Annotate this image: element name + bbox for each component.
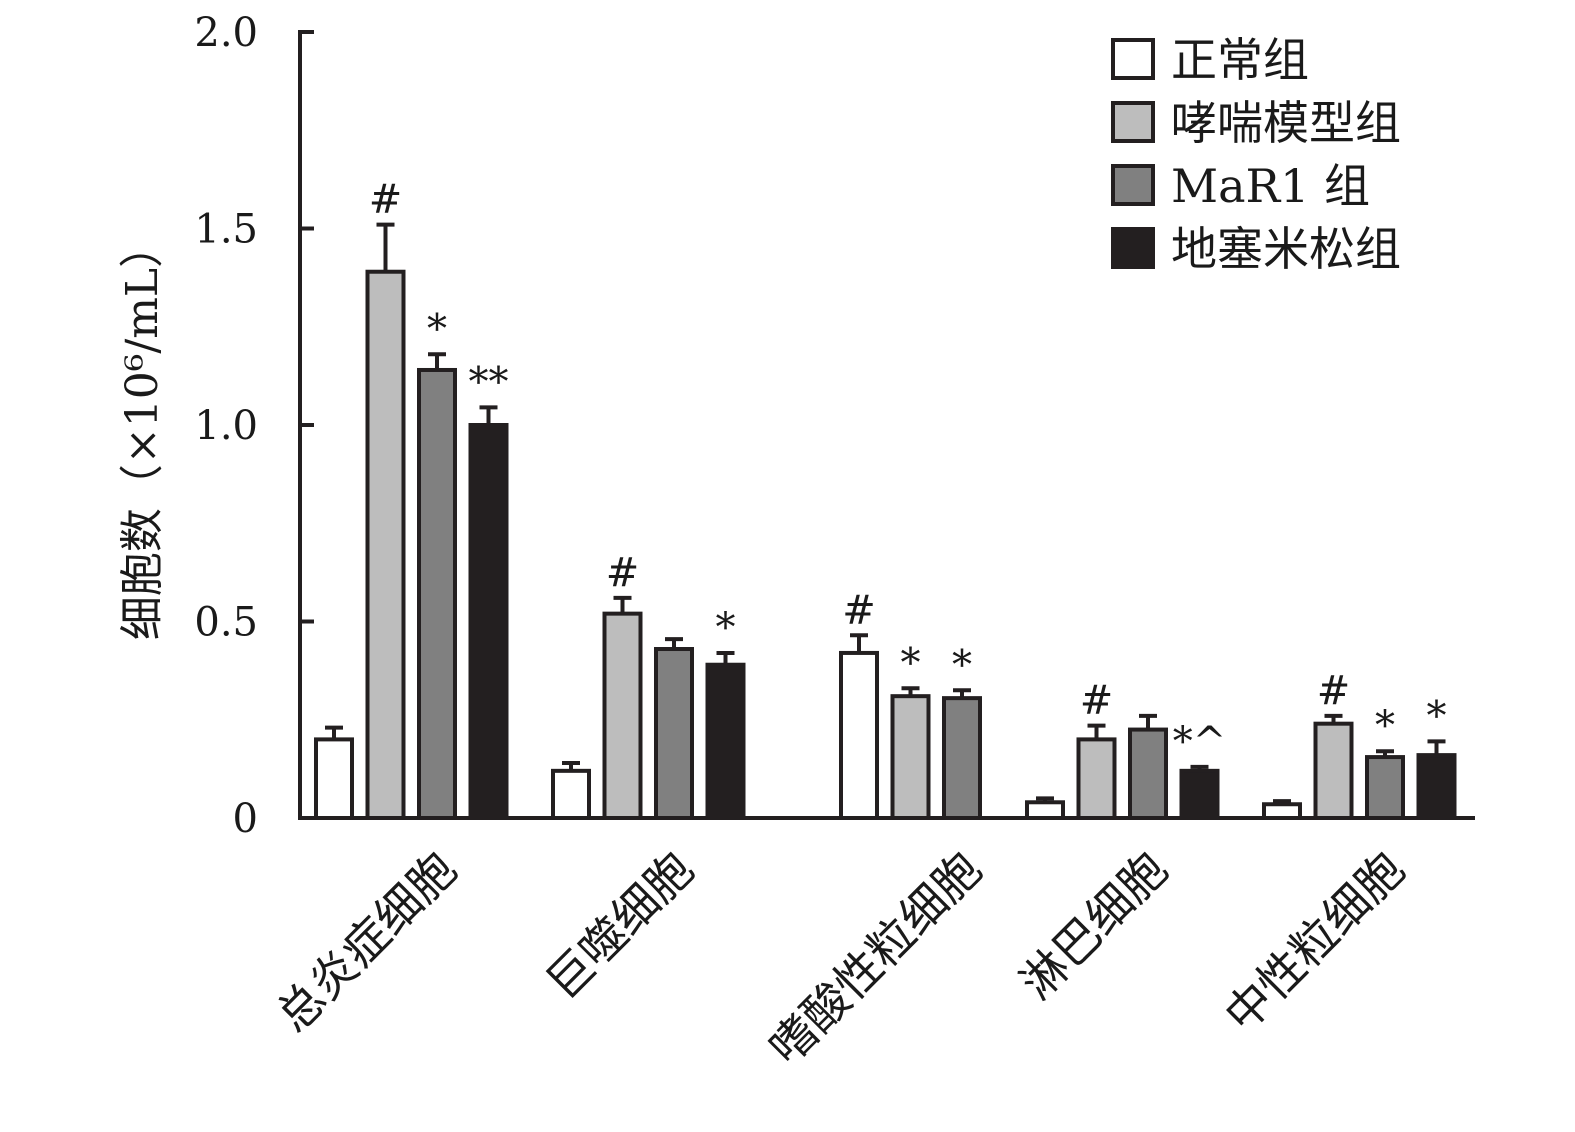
significance-label: #: [1317, 668, 1351, 714]
significance-label: #: [842, 587, 876, 633]
significance-label: *: [1375, 703, 1395, 749]
bar: [1365, 755, 1405, 821]
bar: [705, 662, 746, 820]
x-tick-label: 总炎症细胞: [266, 842, 467, 1043]
y-tick-label: 2.0: [194, 10, 258, 56]
bar: [1128, 727, 1168, 821]
bar: [1313, 721, 1354, 820]
x-tick-labels: 总炎症细胞 巨噬细胞 嗜酸性粒细胞 淋巴细胞 中性粒细胞: [266, 842, 1415, 1075]
bar: [1262, 802, 1302, 820]
legend-label: 地塞米松组: [1171, 222, 1401, 276]
significance-label: #: [606, 550, 640, 596]
annotations: #***#* #* *#*^#* *: [369, 177, 1447, 765]
bar: [654, 647, 694, 821]
legend-swatch: [1111, 227, 1155, 269]
bar: [942, 696, 982, 821]
significance-label: *: [952, 642, 972, 688]
y-tick-label: 1.0: [194, 403, 258, 449]
bar: [1179, 768, 1220, 821]
significance-label: **: [469, 359, 509, 405]
bar: [1025, 800, 1065, 821]
x-tick-label: 嗜酸性粒细胞: [758, 842, 991, 1075]
x-tick-label: 巨噬细胞: [535, 842, 703, 1010]
significance-label: *: [901, 640, 921, 686]
bar: [602, 611, 643, 821]
significance-label: *^: [1173, 719, 1227, 765]
significance-label: #: [1080, 678, 1114, 724]
bar: [468, 423, 509, 820]
x-tick-label: 中性粒细胞: [1214, 842, 1415, 1043]
bar: [551, 768, 591, 821]
legend-swatch: [1111, 38, 1155, 80]
y-axis-label: 细胞数（×10⁶/mL）: [117, 224, 168, 640]
bar: [314, 737, 354, 821]
legend-swatch: [1111, 164, 1155, 206]
bar: [417, 367, 457, 820]
bar: [1076, 737, 1117, 821]
bars: [314, 222, 1457, 821]
bar: [1416, 753, 1457, 820]
legend-label: MaR1 组: [1171, 159, 1370, 213]
y-tick-label: 0.5: [194, 600, 258, 646]
legend-label: 正常组: [1171, 33, 1309, 87]
y-tick-label: 0: [233, 796, 258, 842]
significance-label: *: [1427, 693, 1447, 739]
legend-label: 哮喘模型组: [1171, 96, 1401, 150]
bar: [365, 269, 406, 821]
bar: [839, 650, 879, 820]
significance-label: *: [427, 306, 447, 352]
significance-label: #: [369, 177, 403, 223]
y-tick-label: 1.5: [194, 207, 258, 253]
legend-swatch: [1111, 101, 1155, 143]
significance-label: *: [716, 605, 736, 651]
bar: [890, 694, 931, 820]
x-tick-label: 淋巴细胞: [1009, 842, 1177, 1010]
